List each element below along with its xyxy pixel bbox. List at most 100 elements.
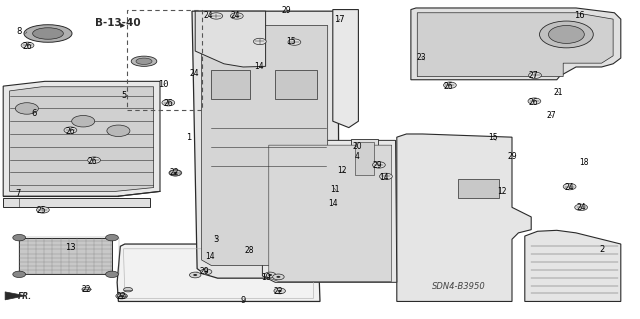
Text: 13: 13 <box>65 243 76 252</box>
Text: 26: 26 <box>88 157 98 166</box>
Text: 12: 12 <box>498 187 507 196</box>
Circle shape <box>380 173 392 180</box>
Text: 26: 26 <box>22 42 32 51</box>
Text: 27: 27 <box>547 111 557 120</box>
Circle shape <box>563 183 576 190</box>
Text: 2: 2 <box>599 245 604 254</box>
Polygon shape <box>3 198 150 207</box>
Polygon shape <box>117 244 320 301</box>
Text: 5: 5 <box>121 91 126 100</box>
Circle shape <box>82 287 91 292</box>
Polygon shape <box>269 145 392 281</box>
Polygon shape <box>211 70 250 99</box>
Text: 9: 9 <box>241 296 246 305</box>
Polygon shape <box>525 230 621 301</box>
Polygon shape <box>333 10 358 128</box>
Text: B-13-40: B-13-40 <box>95 18 140 27</box>
Circle shape <box>264 272 276 278</box>
Text: 8: 8 <box>17 27 22 36</box>
Circle shape <box>210 13 223 19</box>
Text: 4: 4 <box>355 152 360 161</box>
Polygon shape <box>417 13 613 77</box>
Circle shape <box>575 204 588 211</box>
Text: 21: 21 <box>554 88 563 97</box>
Text: 29: 29 <box>507 152 517 161</box>
Text: 23: 23 <box>416 53 426 62</box>
Text: 1: 1 <box>186 133 191 142</box>
Polygon shape <box>397 134 531 301</box>
Circle shape <box>124 287 132 292</box>
Polygon shape <box>19 238 112 274</box>
Text: 14: 14 <box>328 199 338 208</box>
Ellipse shape <box>136 58 152 64</box>
Polygon shape <box>10 87 154 191</box>
Polygon shape <box>5 292 26 300</box>
Circle shape <box>120 295 124 297</box>
Text: 25: 25 <box>36 206 47 215</box>
Circle shape <box>173 172 177 174</box>
Polygon shape <box>411 8 621 80</box>
Circle shape <box>169 170 182 176</box>
Polygon shape <box>458 179 499 198</box>
Circle shape <box>117 294 126 298</box>
Text: FR.: FR. <box>18 292 32 301</box>
Text: 26: 26 <box>65 127 76 136</box>
Circle shape <box>274 288 285 294</box>
Circle shape <box>106 234 118 241</box>
Text: 29: 29 <box>200 267 210 276</box>
Circle shape <box>268 274 272 276</box>
Circle shape <box>540 21 593 48</box>
Text: 22: 22 <box>117 292 126 301</box>
Polygon shape <box>262 140 397 282</box>
Text: 10: 10 <box>158 80 168 89</box>
Circle shape <box>64 127 77 133</box>
Text: 15: 15 <box>488 133 498 142</box>
Text: 22: 22 <box>274 287 283 296</box>
Circle shape <box>72 115 95 127</box>
Text: 3: 3 <box>214 235 219 244</box>
Circle shape <box>162 100 175 106</box>
Text: 29: 29 <box>372 161 383 170</box>
Circle shape <box>204 271 208 273</box>
Text: 26: 26 <box>528 98 538 107</box>
Text: 24: 24 <box>203 11 213 20</box>
Circle shape <box>36 207 49 213</box>
Circle shape <box>15 103 38 114</box>
Text: 16: 16 <box>574 11 584 20</box>
Circle shape <box>13 271 26 278</box>
Circle shape <box>528 98 541 104</box>
Text: 22: 22 <box>82 285 91 294</box>
Text: 24: 24 <box>230 11 241 20</box>
Circle shape <box>372 162 385 168</box>
Circle shape <box>444 82 456 88</box>
Text: 15: 15 <box>286 37 296 46</box>
Text: 26: 26 <box>163 99 173 108</box>
Circle shape <box>288 39 301 45</box>
Text: 24: 24 <box>564 183 575 192</box>
Text: 29: 29 <box>282 6 292 15</box>
Text: 14: 14 <box>254 63 264 71</box>
Circle shape <box>200 269 212 275</box>
Circle shape <box>253 38 266 45</box>
Text: 7: 7 <box>15 189 20 198</box>
Polygon shape <box>3 81 160 196</box>
Text: SDN4-B3950: SDN4-B3950 <box>432 282 486 291</box>
Polygon shape <box>275 70 317 99</box>
Text: 24: 24 <box>189 69 199 78</box>
Text: 14: 14 <box>379 173 389 182</box>
Text: 11: 11 <box>331 185 340 194</box>
Circle shape <box>278 290 282 292</box>
Text: 28: 28 <box>245 246 254 255</box>
Circle shape <box>21 42 34 48</box>
Circle shape <box>230 13 243 19</box>
Circle shape <box>170 170 181 176</box>
Text: 6: 6 <box>31 109 36 118</box>
Text: 22: 22 <box>170 168 179 177</box>
Ellipse shape <box>33 28 63 39</box>
Text: 24: 24 <box>576 204 586 212</box>
Circle shape <box>106 271 118 278</box>
Circle shape <box>273 274 284 280</box>
Circle shape <box>13 234 26 241</box>
Text: 12: 12 <box>338 166 347 175</box>
Text: 17: 17 <box>334 15 344 24</box>
